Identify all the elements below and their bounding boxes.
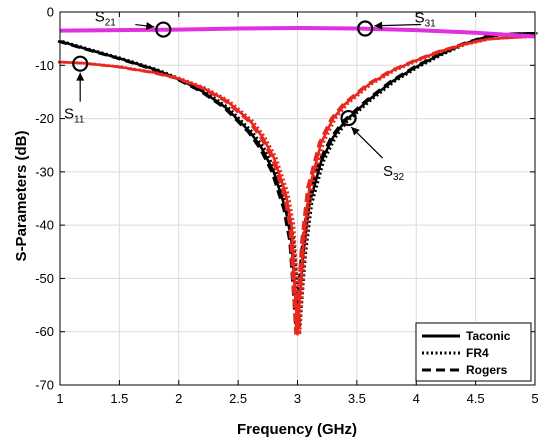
x-tick-label: 5: [531, 391, 538, 406]
y-tick-label: 0: [47, 5, 54, 20]
y-tick-label: -50: [35, 271, 54, 286]
annotation-label-s21: S21: [95, 9, 117, 29]
x-tick-label: 2: [175, 391, 182, 406]
y-axis-label: S-Parameters (dB): [13, 131, 30, 262]
annotation-marker: [155, 21, 172, 38]
annotation-arrowhead: [145, 21, 155, 30]
annotation-arrowhead: [374, 21, 383, 30]
x-tick-label: 2.5: [229, 391, 247, 406]
s11-fr4-dashed-line: [57, 35, 534, 335]
x-tick-label: 4: [413, 391, 420, 406]
x-tick-label: 4.5: [467, 391, 485, 406]
x-axis-label: Frequency (GHz): [237, 421, 357, 438]
x-tick-label: 1: [56, 391, 63, 406]
y-tick-label: -10: [35, 58, 54, 73]
annotation-label-s32: S32: [383, 163, 405, 183]
x-tick-label: 1.5: [110, 391, 128, 406]
tick-labels: 1 1.5 2 2.5 3 3.5 4 4.5 5 0 -10 -20 -30 -40 -50 -60 -70: [35, 5, 538, 407]
x-tick-label: 3.5: [348, 391, 366, 406]
s11-fr4-dotted-line: [62, 35, 538, 335]
plot-lines: [57, 25, 538, 336]
annotation-marker: [340, 109, 357, 127]
legend: Taconic FR4 Rogers: [415, 322, 532, 382]
annotations: S21 S31 S11 S32: [64, 9, 436, 183]
annotation-marker: [357, 20, 374, 37]
s11-taconic-dashed-line: [57, 32, 534, 327]
y-tick-label: -70: [35, 378, 54, 393]
y-tick-label: -30: [35, 164, 54, 179]
y-tick-label: -20: [35, 111, 54, 126]
annotation-label-s31: S31: [415, 10, 437, 30]
annotation-label-s11: S11: [64, 106, 85, 126]
legend-label-fr4: FR4: [466, 346, 489, 360]
legend-label-rogers: Rogers: [466, 363, 508, 377]
x-tick-label: 3: [294, 391, 301, 406]
legend-box: [415, 322, 532, 382]
y-tick-label: -60: [35, 324, 54, 339]
annotation-arrowhead: [351, 127, 360, 136]
legend-label-taconic: Taconic: [466, 329, 511, 343]
s21-all-line: [59, 25, 536, 39]
y-tick-label: -40: [35, 218, 54, 233]
annotation-arrowhead: [76, 72, 85, 81]
ticks: [59, 11, 536, 386]
annotation-marker: [72, 55, 89, 72]
